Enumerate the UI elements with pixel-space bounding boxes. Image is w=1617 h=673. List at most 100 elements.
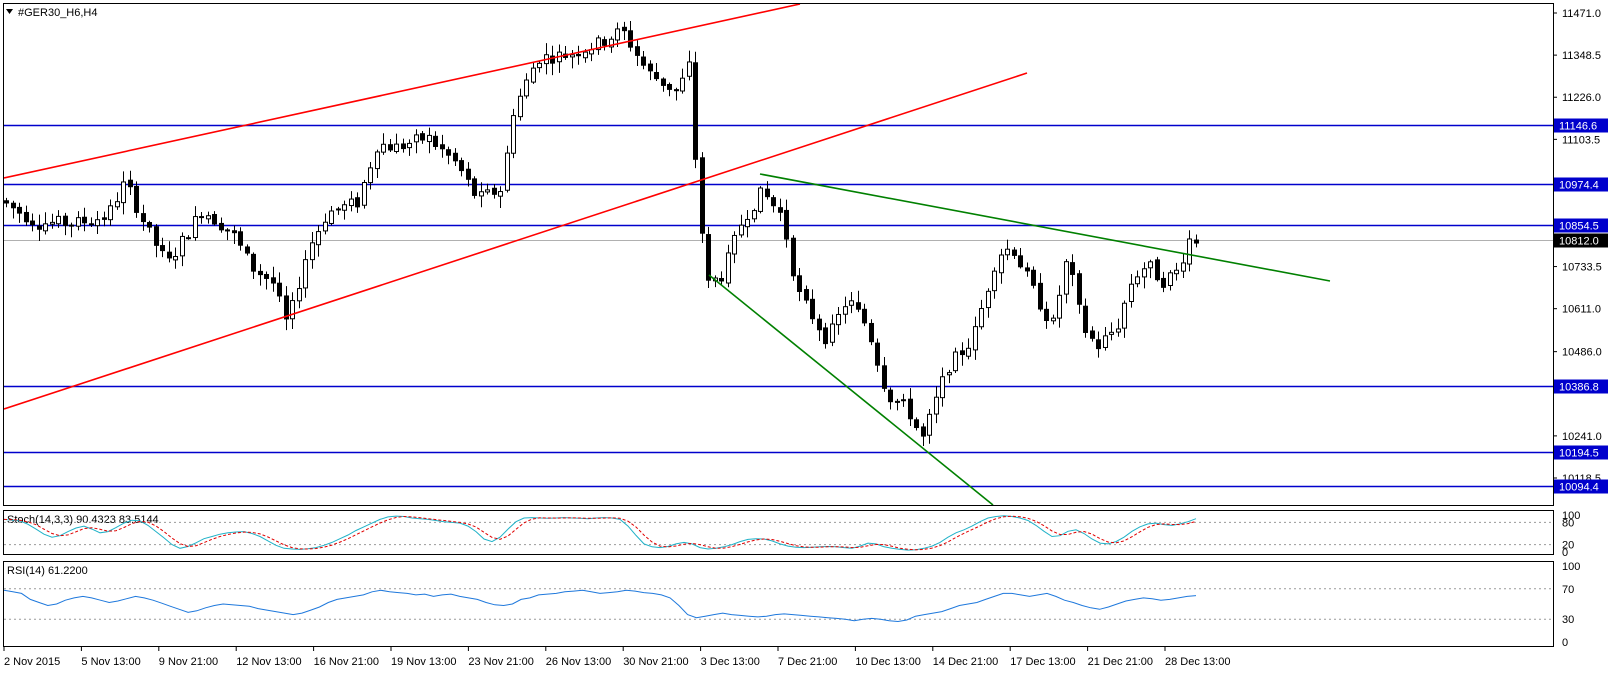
candle [1174, 262, 1179, 281]
indicator-tick-label: 0 [1562, 547, 1568, 559]
price-tick-label: 10611.0 [1562, 304, 1601, 316]
time-tick-label: 9 Nov 21:00 [159, 656, 218, 668]
candle [693, 51, 698, 169]
candle [687, 50, 692, 81]
candle [466, 162, 471, 187]
candle [290, 292, 295, 330]
candle [531, 61, 536, 84]
candle [648, 60, 653, 81]
horizontal-levels [4, 124, 1553, 488]
current-price-label: 10812.0 [1559, 236, 1599, 248]
candle [706, 226, 711, 289]
candle [882, 357, 887, 392]
candle [927, 408, 932, 444]
candle [134, 181, 139, 218]
current-price-tag: 10812.0 [1554, 233, 1608, 248]
candle [862, 303, 867, 327]
candle [128, 170, 133, 196]
price-tick-label: 10486.0 [1562, 347, 1602, 359]
candle [284, 286, 289, 331]
candle [758, 186, 763, 214]
level-tag: 11146.6 [1554, 118, 1608, 133]
candle [121, 171, 126, 215]
candle [745, 210, 750, 238]
candle [336, 206, 341, 215]
candle [1187, 230, 1192, 272]
rsi-axis: 100 70 30 0 [1562, 561, 1580, 649]
candle [765, 181, 770, 200]
candle [310, 232, 315, 269]
candle [407, 139, 412, 156]
candle [206, 211, 211, 224]
candle [602, 36, 607, 51]
candle [966, 338, 971, 360]
candle [492, 183, 497, 199]
price-tick-label: 11348.5 [1562, 50, 1601, 62]
candle [505, 145, 510, 193]
candle [1025, 262, 1030, 277]
candle [901, 393, 906, 407]
candle [82, 207, 87, 232]
candle [817, 314, 822, 342]
time-tick-label: 12 Nov 13:00 [236, 656, 301, 668]
symbol-dropdown-icon[interactable] [6, 9, 13, 14]
candle [732, 231, 737, 264]
candle [277, 272, 282, 302]
candle [485, 183, 490, 195]
candle [1096, 331, 1101, 358]
candle [563, 46, 568, 60]
candle [368, 162, 373, 190]
candle [589, 42, 594, 62]
candle [1018, 248, 1023, 269]
candle [1122, 300, 1127, 338]
candle [992, 267, 997, 299]
level-price-tags: 11146.6 10974.4 10854.5 10386.8 10194.5 10094… [1554, 118, 1608, 494]
time-tick-label: 16 Nov 21:00 [314, 656, 379, 668]
candle [388, 138, 393, 152]
level-tag: 10094.4 [1554, 479, 1608, 494]
candle [349, 191, 354, 212]
candle [50, 213, 55, 229]
level-tag-label: 10094.4 [1559, 482, 1599, 494]
candle [1090, 326, 1095, 342]
candle [895, 398, 900, 411]
candle [1155, 256, 1160, 282]
candle [979, 299, 984, 330]
candle [24, 205, 29, 226]
candle [752, 208, 757, 223]
level-tag: 10194.5 [1554, 445, 1608, 460]
candle [453, 148, 458, 167]
candle [1181, 253, 1186, 278]
time-tick-label: 26 Nov 13:00 [546, 656, 611, 668]
candle [433, 131, 438, 150]
candle [1129, 274, 1134, 308]
candle [37, 214, 42, 241]
candle [778, 198, 783, 222]
rsi-levels [4, 588, 1553, 620]
candle [1161, 271, 1166, 293]
candle [914, 417, 919, 431]
candle [1051, 314, 1056, 325]
time-tick-label: 17 Dec 13:00 [1010, 656, 1075, 668]
level-tag-label: 10854.5 [1559, 221, 1599, 233]
red-trendline-upper [4, 4, 801, 179]
candle [479, 182, 484, 208]
candle [89, 217, 94, 227]
candle [1038, 273, 1043, 312]
level-tag-label: 10974.4 [1559, 180, 1599, 192]
candlesticks [4, 21, 1199, 446]
candle [960, 342, 965, 366]
candle [69, 222, 74, 238]
candle [323, 213, 328, 235]
candle [1109, 322, 1114, 341]
candle [628, 21, 633, 52]
indicator-tick-label: 100 [1562, 510, 1580, 522]
time-tick-label: 21 Dec 21:00 [1088, 656, 1153, 668]
candle [843, 296, 848, 324]
level-tag: 10386.8 [1554, 379, 1608, 394]
time-tick-label: 30 Nov 21:00 [623, 656, 688, 668]
candle [108, 199, 113, 226]
level-tag-label: 10386.8 [1559, 382, 1599, 394]
